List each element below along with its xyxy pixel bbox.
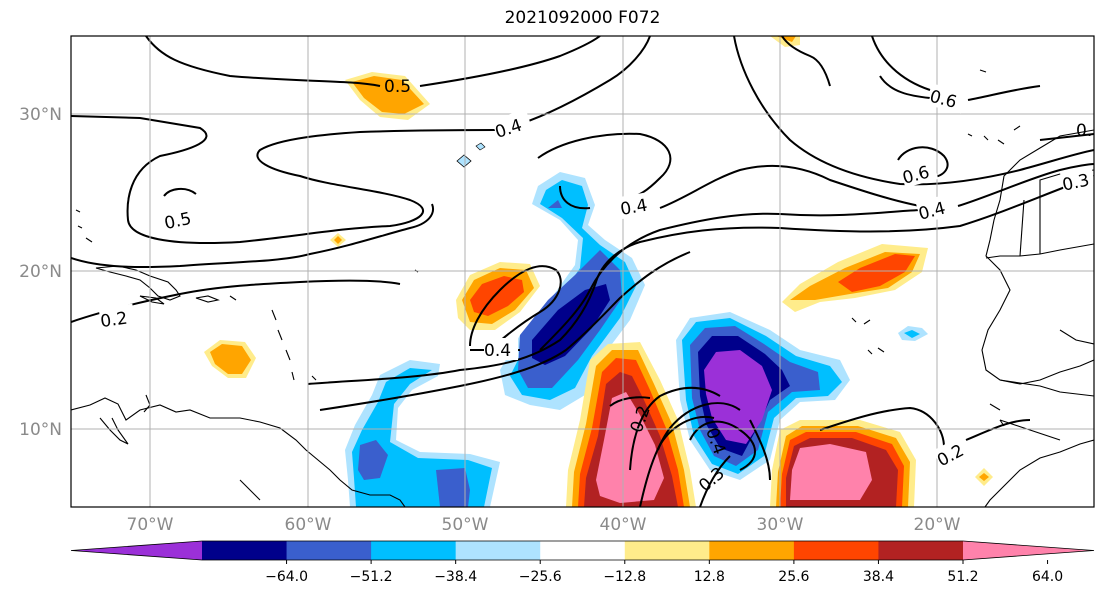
colorbar-tick-label: −51.2 xyxy=(350,569,393,585)
colorbar-tick-label: −25.6 xyxy=(519,569,562,585)
gridlines xyxy=(71,36,1094,507)
colorbar-segment xyxy=(878,541,964,560)
contour-label: 0. xyxy=(1076,121,1092,141)
colorbar-extend-max xyxy=(963,541,1094,560)
lat-tick-label: 10°N xyxy=(19,420,62,440)
colorbar-segment xyxy=(371,541,457,560)
lon-tick-label: 70°W xyxy=(127,515,174,535)
colorbar-segment xyxy=(286,541,372,560)
contour-label: 0.4 xyxy=(484,341,511,361)
lon-tick-label: 50°W xyxy=(442,515,489,535)
map-frame xyxy=(70,35,1095,508)
colorbar: −64.0 −51.2 −38.4 −25.6 −12.8 12.8 25.6 38.4 51.… xyxy=(70,540,1095,585)
lon-tick-label: 30°W xyxy=(757,515,804,535)
colorbar-tick-label: 25.6 xyxy=(778,569,809,585)
anomaly-negative-small xyxy=(456,154,472,168)
lat-tick-label: 20°N xyxy=(19,262,62,282)
map-title: 2021092000 F072 xyxy=(504,8,661,28)
colorbar-tick-label: 38.4 xyxy=(863,569,894,585)
colorbar-segment xyxy=(202,541,288,560)
lon-tick-label: 20°W xyxy=(914,515,961,535)
colorbar-segment xyxy=(455,541,541,560)
colorbar-tick-label: 51.2 xyxy=(947,569,978,585)
contour-label-group: 0.5 0.4 0.5 0.2 0.4 0.4 0.6 0.6 0.4 0.3 … xyxy=(98,77,1096,496)
colorbar-outline xyxy=(70,540,1095,561)
colorbar-tick-label: −12.8 xyxy=(603,569,646,585)
contour-label: 0.2 xyxy=(99,309,129,333)
colorbar-tick-label: 12.8 xyxy=(694,569,725,585)
colorbar-segment xyxy=(624,541,710,560)
colorbar-segment xyxy=(540,541,626,560)
colorbar-tick-label: −38.4 xyxy=(434,569,477,585)
contour-label: 0.4 xyxy=(619,196,649,220)
colorbar-extend-min xyxy=(71,541,202,560)
contour-label: 0.5 xyxy=(384,77,411,97)
colorbar-tick-label: 64.0 xyxy=(1032,569,1063,585)
lon-tick-label: 40°W xyxy=(600,515,647,535)
lon-tick-label: 60°W xyxy=(285,515,332,535)
colorbar-segment xyxy=(709,541,795,560)
colorbar-tick-label: −64.0 xyxy=(265,569,308,585)
lat-tick-labels: 30°N 20°N 10°N xyxy=(19,105,62,440)
colorbar-segment xyxy=(793,541,879,560)
lat-tick-label: 30°N xyxy=(19,105,62,125)
lon-tick-labels: 70°W 60°W 50°W 40°W 30°W 20°W xyxy=(127,515,961,535)
